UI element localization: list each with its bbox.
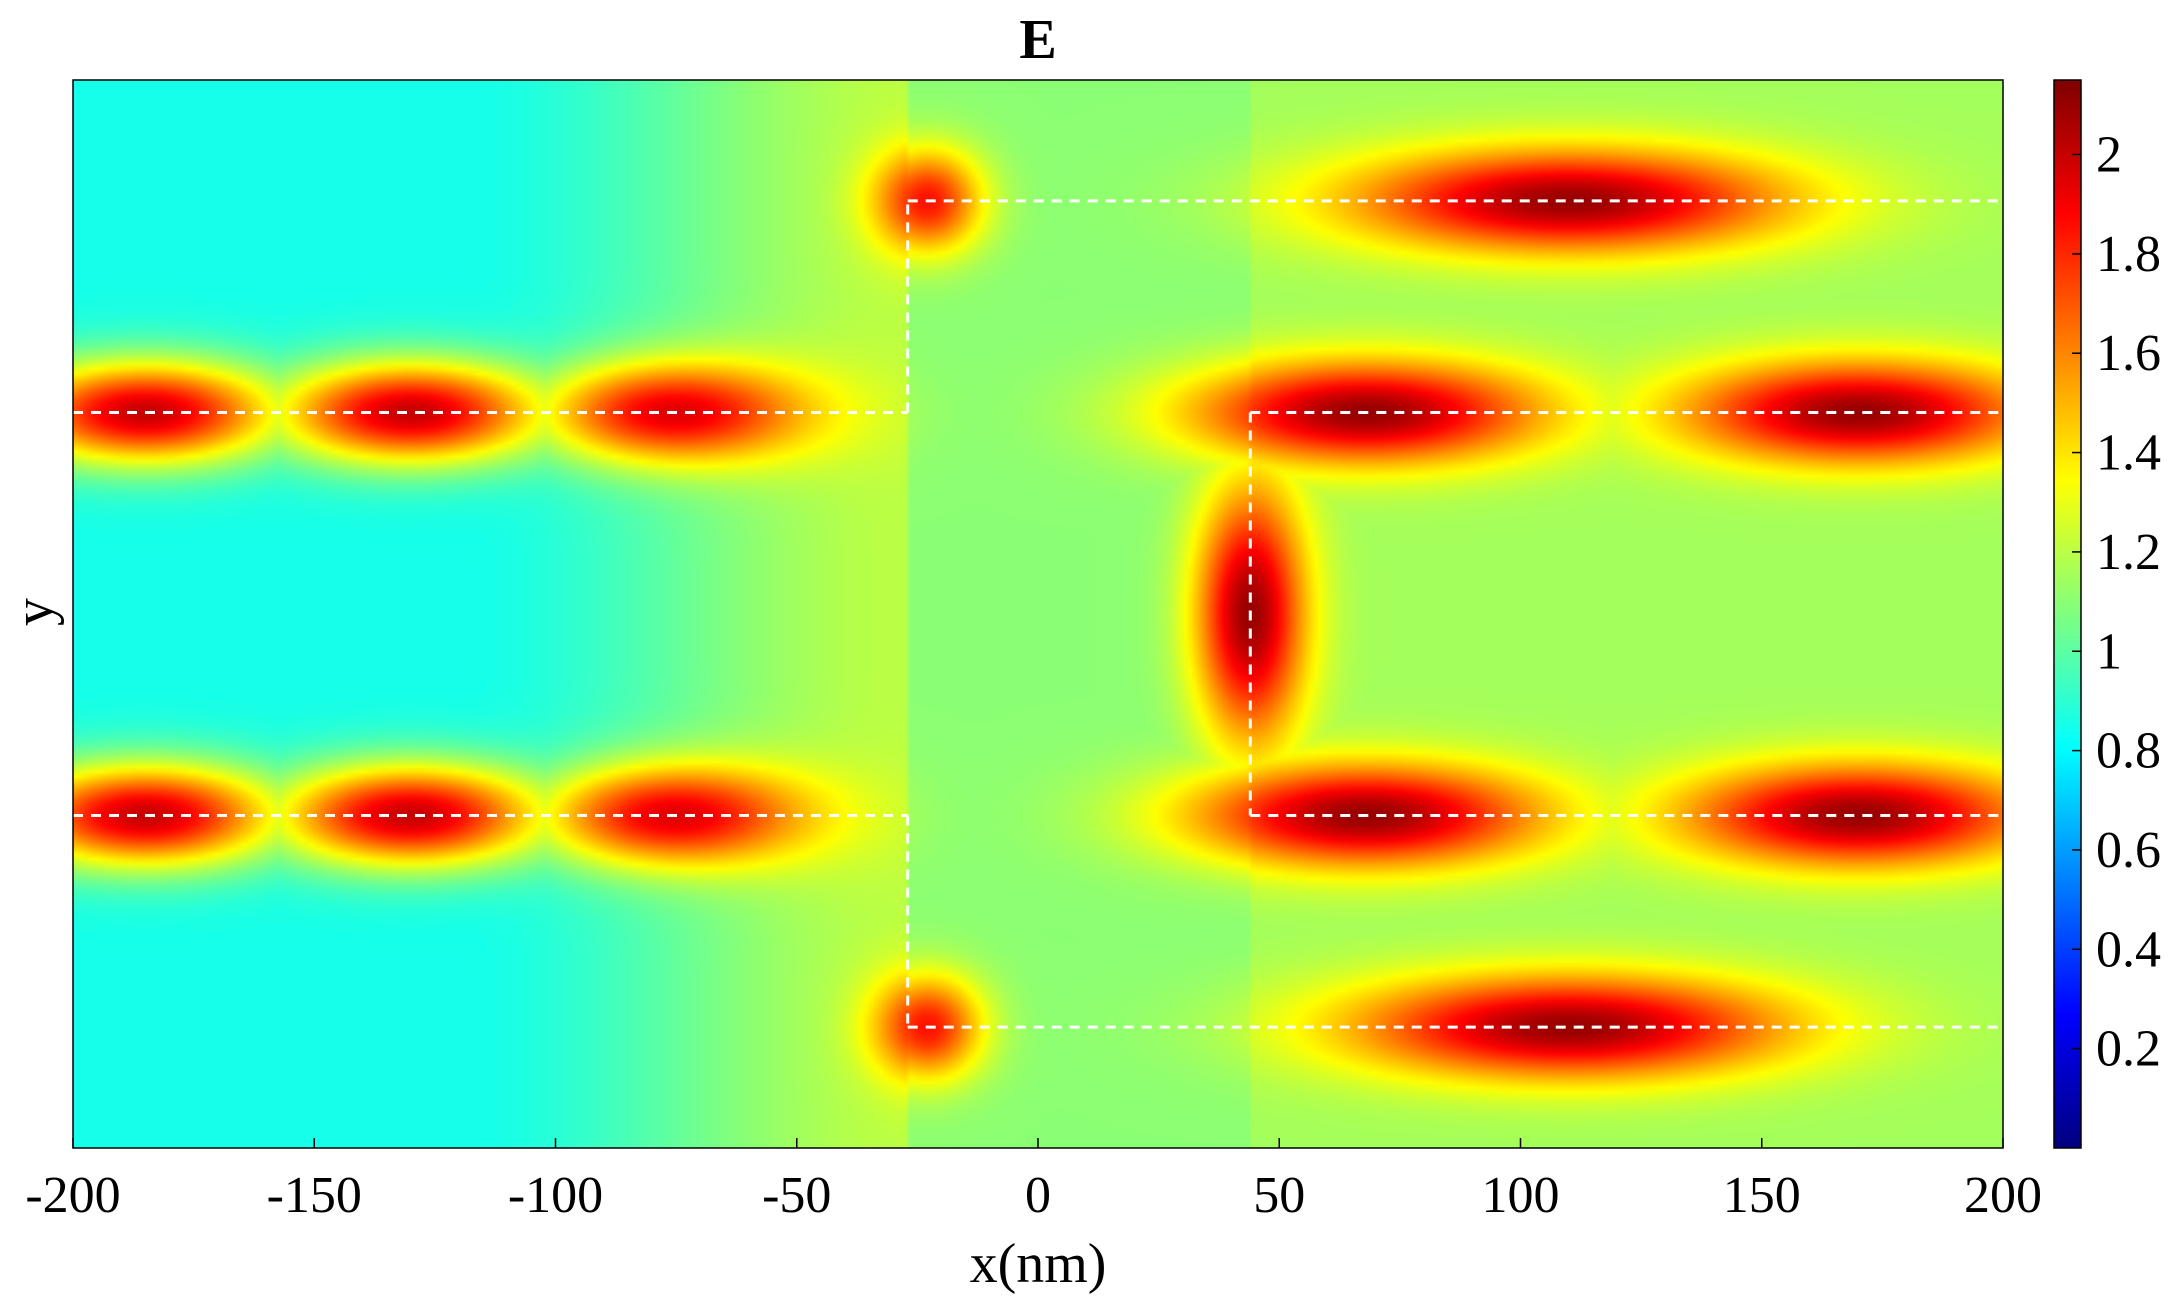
colorbar-tick-label: 1 [2096, 623, 2122, 680]
colorbar-tick-label: 0.2 [2096, 1021, 2161, 1078]
colorbar-tick-label: 0.4 [2096, 921, 2161, 978]
colorbar-tick-label: 2 [2096, 127, 2122, 184]
heatmap-plot-area [72, 79, 2004, 1149]
x-tick-label: -50 [762, 1167, 831, 1224]
x-tick-label: -200 [25, 1167, 120, 1224]
colorbar-tick-label: 1.6 [2096, 325, 2161, 382]
colorbar-tick-label: 1.8 [2096, 226, 2161, 283]
chart-title: E [1019, 9, 1056, 71]
x-tick-label: -150 [267, 1167, 362, 1224]
x-axis-label: x(nm) [970, 1233, 1107, 1295]
x-tick-label: 200 [1964, 1167, 2042, 1224]
x-tick-label: 100 [1482, 1167, 1560, 1224]
colorbar-ticks: 0.2 0.4 0.6 0.8 1 1.2 1.4 1.6 1.8 2 [2072, 127, 2161, 1078]
x-tick-label: 150 [1723, 1167, 1801, 1224]
x-tick-label: 50 [1253, 1167, 1305, 1224]
colorbar: 0.2 0.4 0.6 0.8 1 1.2 1.4 1.6 1.8 2 [2053, 79, 2161, 1149]
colorbar-tick-label: 1.2 [2096, 524, 2161, 581]
colorbar-tick-label: 0.6 [2096, 822, 2161, 879]
y-axis-label: y [3, 598, 65, 626]
x-tick-label: -100 [508, 1167, 603, 1224]
colorbar-gradient [2053, 79, 2082, 1149]
colorbar-tick-label: 0.8 [2096, 723, 2161, 780]
field-magnitude-image [73, 80, 2003, 1148]
x-axis-ticks: -200 -150 -100 -50 0 50 100 150 200 [25, 1138, 2042, 1224]
colorbar-tick-label: 1.4 [2096, 425, 2161, 482]
x-tick-label: 0 [1025, 1167, 1051, 1224]
waveguide-outline [73, 199, 2003, 1029]
